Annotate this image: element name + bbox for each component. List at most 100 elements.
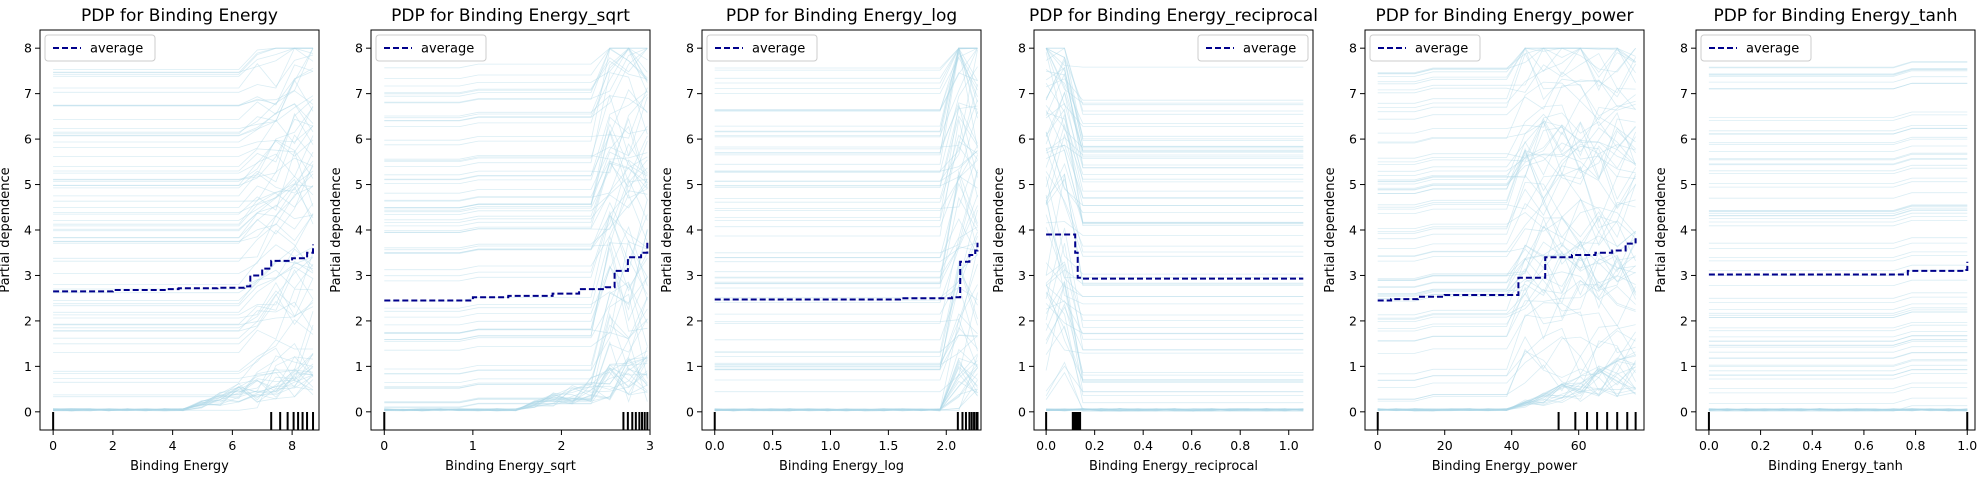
ice-line bbox=[53, 375, 314, 412]
ice-line bbox=[53, 365, 314, 411]
ice-line bbox=[714, 48, 978, 154]
y-tick-label: 5 bbox=[686, 177, 694, 192]
legend-label: average bbox=[1415, 42, 1468, 57]
ice-line bbox=[1045, 306, 1304, 351]
ice-line bbox=[1377, 215, 1636, 279]
ice-line bbox=[714, 361, 978, 412]
pdp-panel: 0 1 2 3 4 5 6 7 8 0.0 0.5 1.0 1.5 2.0 PDP for Binding … bbox=[660, 6, 982, 474]
ice-line bbox=[1377, 121, 1636, 185]
ice-line bbox=[1377, 52, 1636, 113]
legend-box bbox=[375, 34, 487, 62]
y-tick-label: 2 bbox=[1018, 313, 1026, 328]
ice-line bbox=[53, 48, 314, 106]
ice-line bbox=[1045, 263, 1304, 340]
ice-line bbox=[384, 159, 648, 251]
ice-line bbox=[384, 47, 648, 87]
ice-line bbox=[53, 356, 314, 412]
ice-line bbox=[384, 94, 648, 176]
ice-line bbox=[714, 47, 978, 133]
ice-line bbox=[1377, 366, 1636, 411]
ice-line bbox=[53, 293, 314, 326]
ice-line bbox=[1045, 47, 1304, 147]
ice-line bbox=[53, 47, 314, 93]
ice-line bbox=[1045, 123, 1304, 199]
ice-line bbox=[1377, 47, 1636, 75]
ice-line bbox=[53, 106, 314, 180]
ice-line bbox=[714, 48, 978, 132]
ice-line bbox=[1708, 205, 1968, 213]
ice-line bbox=[1045, 283, 1304, 393]
ice-line bbox=[714, 379, 978, 412]
y-tick-label: 5 bbox=[1349, 177, 1357, 192]
ice-line bbox=[1708, 346, 1968, 353]
ice-line bbox=[714, 373, 978, 412]
x-tick-label: 8 bbox=[288, 438, 296, 453]
y-tick-label: 2 bbox=[686, 313, 694, 328]
ice-line bbox=[53, 311, 314, 379]
legend-label: average bbox=[1746, 42, 1799, 57]
ice-line bbox=[1377, 136, 1636, 194]
ice-line bbox=[1708, 127, 1968, 135]
ice-line bbox=[1377, 151, 1636, 214]
ice-line bbox=[1708, 76, 1968, 83]
ice-line bbox=[714, 380, 978, 411]
ice-line bbox=[1708, 212, 1968, 219]
ice-line bbox=[1046, 408, 1304, 411]
ice-line bbox=[384, 123, 648, 184]
ice-line bbox=[714, 365, 978, 412]
ice-line bbox=[1377, 197, 1636, 257]
ice-line bbox=[1708, 352, 1968, 359]
ice-line bbox=[53, 268, 314, 325]
panel-title: PDP for Binding Energy_tanh bbox=[1713, 6, 1957, 26]
legend-label: average bbox=[1243, 42, 1296, 57]
ice-line bbox=[1046, 47, 1304, 115]
ice-line bbox=[53, 70, 314, 107]
ice-line bbox=[1377, 47, 1636, 74]
ice-line bbox=[714, 47, 978, 69]
ice-line bbox=[384, 152, 648, 160]
ice-line bbox=[384, 151, 648, 208]
ice-line bbox=[1708, 125, 1968, 132]
ice-line bbox=[1708, 339, 1968, 346]
ice-line bbox=[714, 99, 978, 172]
ice-line bbox=[1708, 382, 1968, 389]
ice-line bbox=[1708, 220, 1968, 227]
ice-line bbox=[1708, 204, 1968, 211]
ice-line bbox=[1377, 281, 1636, 342]
ice-line bbox=[714, 145, 978, 203]
ice-line bbox=[384, 95, 648, 117]
ice-line bbox=[53, 151, 314, 225]
ice-line bbox=[384, 281, 648, 374]
ice-line bbox=[1045, 291, 1304, 404]
ice-line bbox=[714, 218, 978, 259]
ice-line bbox=[1377, 330, 1636, 381]
ice-line bbox=[1045, 199, 1304, 278]
legend: average bbox=[375, 34, 487, 62]
ice-line bbox=[1377, 47, 1636, 91]
ice-line bbox=[384, 357, 648, 412]
ice-line bbox=[1708, 369, 1968, 376]
ice-line bbox=[384, 193, 648, 271]
ice-line bbox=[1708, 335, 1968, 342]
ice-line bbox=[1708, 153, 1968, 161]
ice-line bbox=[1377, 202, 1636, 257]
ice-line bbox=[384, 178, 648, 223]
ice-line bbox=[714, 318, 978, 411]
ice-line bbox=[53, 278, 314, 339]
y-tick-label: 7 bbox=[686, 86, 694, 101]
ice-line bbox=[384, 257, 648, 342]
ice-line bbox=[714, 209, 978, 299]
ice-line bbox=[1377, 47, 1636, 77]
ice-line bbox=[714, 313, 978, 368]
ice-line bbox=[1377, 172, 1636, 234]
ice-line bbox=[1377, 302, 1636, 354]
x-tick-label: 40 bbox=[1504, 438, 1520, 453]
ice-line bbox=[1377, 199, 1636, 262]
ice-line bbox=[714, 48, 978, 137]
ice-line bbox=[384, 162, 648, 232]
x-tick-label: 0.4 bbox=[1133, 438, 1153, 453]
ice-line bbox=[714, 84, 978, 182]
ice-line bbox=[1708, 408, 1968, 412]
y-tick-label: 1 bbox=[1018, 359, 1026, 374]
x-tick-label: 0.5 bbox=[763, 438, 783, 453]
